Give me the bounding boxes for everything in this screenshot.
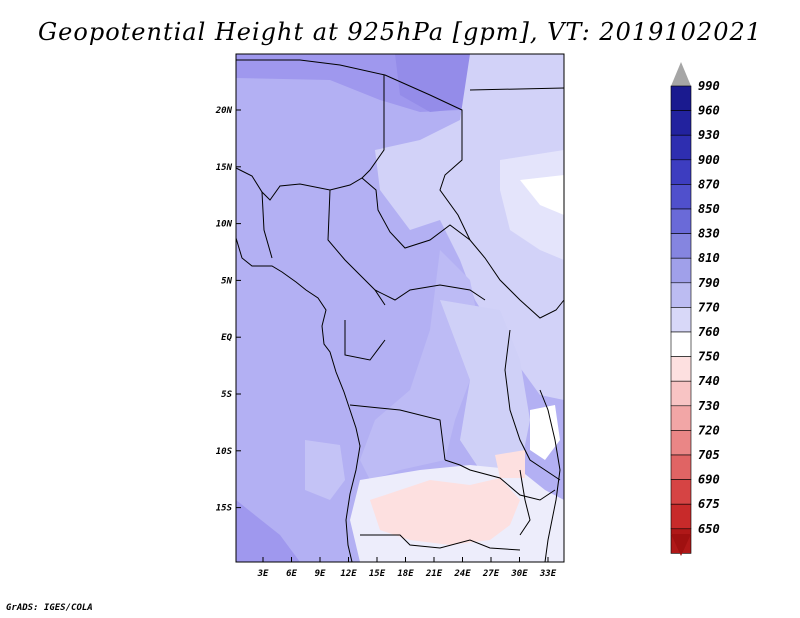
colorbar-label: 960 (698, 104, 720, 118)
lon-tick-label: 21E (425, 569, 443, 579)
grads-credit: GrADS: IGES/COLA (6, 603, 93, 613)
colorbar-label: 760 (698, 325, 720, 339)
colorbar-swatch (670, 282, 692, 308)
colorbar-swatch (670, 405, 692, 431)
colorbar-label: 720 (698, 423, 720, 437)
lon-axis: 3E 6E 9E 12E 15E 18E 21E 24E 27E 30E 33E (257, 557, 557, 579)
colorbar-swatch (670, 430, 692, 456)
lon-tick-label: 9E (315, 569, 326, 579)
lon-tick-label: 33E (539, 569, 557, 579)
coastline-borders (235, 59, 565, 563)
colorbar-swatch (670, 233, 692, 259)
colorbar-swatch (670, 257, 692, 284)
colorbar-label: 850 (698, 202, 720, 216)
colorbar-swatch (670, 503, 692, 530)
colorbar-label: 705 (698, 448, 720, 462)
colorbar-swatch (670, 208, 692, 234)
lon-tick-label: 27E (482, 569, 500, 579)
colorbar-label: 675 (698, 497, 720, 511)
colorbar-label: 790 (698, 276, 720, 290)
lat-tick-label: EQ (221, 333, 232, 343)
colorbar-top-arrow (671, 62, 691, 86)
colorbar-label: 990 (698, 79, 720, 93)
lat-tick-label: 15S (216, 504, 233, 514)
chart-title: Geopotential Height at 925hPa [gpm], VT:… (38, 18, 762, 46)
colorbar-label: 690 (698, 473, 720, 487)
colorbar-label: 830 (698, 227, 720, 241)
lat-tick-label: 20N (215, 106, 233, 116)
lon-tick-label: 12E (340, 569, 357, 579)
lat-tick-label: 5N (221, 276, 232, 286)
lon-tick-label: 18E (397, 569, 414, 579)
colorbar-swatch (670, 307, 692, 333)
lat-tick-label: 10S (216, 447, 233, 457)
map-fill (236, 54, 564, 562)
colorbar-label: 870 (698, 177, 720, 191)
lon-tick-label: 30E (510, 569, 528, 579)
colorbar-label: 740 (698, 374, 720, 388)
lat-tick-label: 5S (221, 390, 232, 400)
colorbar-swatch (670, 454, 692, 480)
colorbar-swatch (670, 380, 692, 407)
colorbar-swatch (670, 356, 692, 382)
lat-tick-label: 10N (216, 220, 233, 230)
colorbar-swatch (670, 134, 692, 161)
colorbar-swatch (670, 159, 692, 185)
colorbar-swatch (670, 85, 692, 111)
colorbar-label: 650 (698, 522, 720, 536)
colorbar-bottom-arrow (671, 534, 691, 556)
colorbar-label: 730 (698, 399, 720, 413)
colorbar-swatch (670, 331, 692, 357)
map-frame (235, 53, 565, 563)
lon-tick-label: 6E (286, 569, 297, 579)
colorbar-label: 900 (698, 153, 720, 167)
lon-tick-label: 15E (369, 569, 386, 579)
colorbar: 990 960 930 900 870 850 830 810 790 770 760 750 740 7… (670, 62, 720, 556)
colorbar-label: 810 (698, 251, 720, 265)
lon-tick-label: 24E (453, 569, 471, 579)
lat-axis: 20N 15N 10N 5N EQ 5S 10S 15S (215, 106, 241, 514)
colorbar-swatch (670, 184, 692, 210)
colorbar-swatch (670, 479, 692, 505)
colorbar-label: 750 (698, 350, 720, 364)
colorbar-label: 770 (698, 300, 720, 314)
lon-tick-label: 3E (257, 569, 269, 579)
lat-tick-label: 15N (216, 163, 233, 173)
colorbar-label: 930 (698, 128, 720, 142)
colorbar-swatch (670, 110, 692, 136)
